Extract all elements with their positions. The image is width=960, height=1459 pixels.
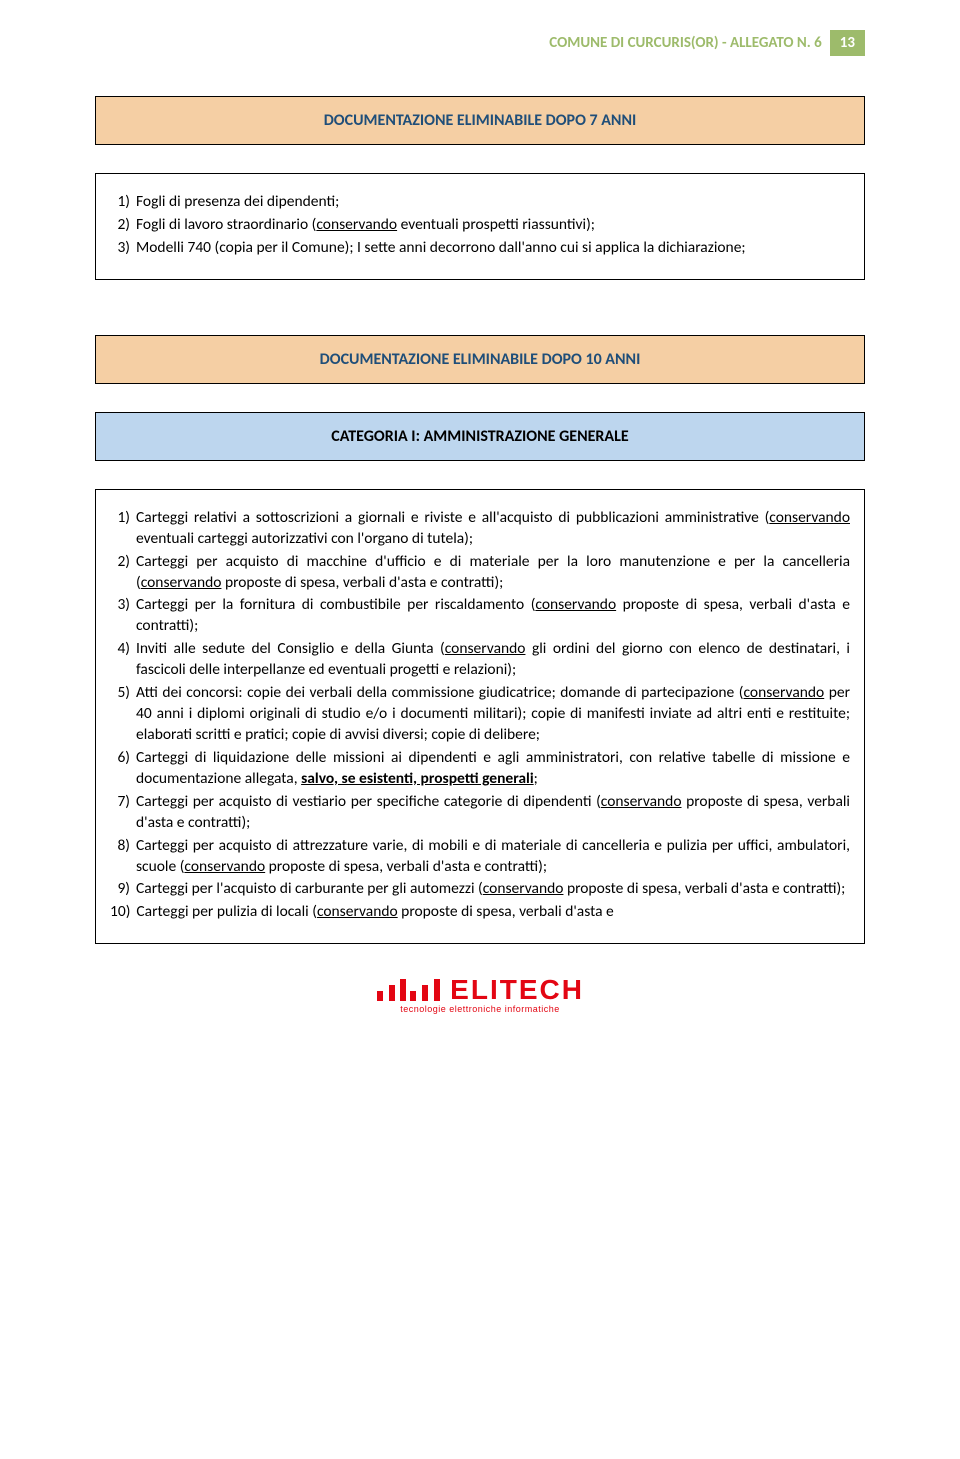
- list-item-text: Modelli 740 (copia per il Comune); I set…: [136, 238, 850, 259]
- list-item: 6)Carteggi di liquidazione delle mission…: [110, 748, 850, 790]
- list-item-text: Carteggi per la fornitura di combustibil…: [136, 595, 850, 637]
- section-10-title: DOCUMENTAZIONE ELIMINABILE DOPO 10 ANNI: [96, 336, 864, 383]
- list-item: 10)Carteggi per pulizia di locali (conse…: [110, 902, 850, 923]
- list-item: 2)Fogli di lavoro straordinario (conserv…: [110, 215, 850, 236]
- list-item-text: Fogli di lavoro straordinario (conservan…: [136, 215, 850, 236]
- list-item-number: 8): [110, 836, 136, 878]
- brand-name: ELITECH: [450, 974, 584, 1006]
- list-item: 5)Atti dei concorsi: copie dei verbali d…: [110, 683, 850, 746]
- list-item: 3)Modelli 740 (copia per il Comune); I s…: [110, 238, 850, 259]
- category-content: 1)Carteggi relativi a sottoscrizioni a g…: [95, 489, 865, 945]
- list-item: 3)Carteggi per la fornitura di combustib…: [110, 595, 850, 637]
- section-7-title: DOCUMENTAZIONE ELIMINABILE DOPO 7 ANNI: [96, 97, 864, 144]
- list-item-number: 3): [110, 238, 136, 259]
- list-item-text: Carteggi per acquisto di attrezzature va…: [136, 836, 850, 878]
- list-item-text: Carteggi per acquisto di macchine d'uffi…: [136, 552, 850, 594]
- list-item-text: Carteggi relativi a sottoscrizioni a gio…: [136, 508, 850, 550]
- list-item: 1)Carteggi relativi a sottoscrizioni a g…: [110, 508, 850, 550]
- list-item-text: Carteggi di liquidazione delle missioni …: [136, 748, 850, 790]
- page-header: COMUNE DI CURCURIS(OR) - ALLEGATO N. 6 1…: [95, 30, 865, 56]
- list-item-number: 2): [110, 215, 136, 236]
- list-item: 9)Carteggi per l'acquisto di carburante …: [110, 879, 850, 900]
- brand-logo: ELITECH tecnologie elettroniche informat…: [376, 974, 584, 1014]
- page-number-badge: 13: [830, 30, 865, 56]
- list-item: 7)Carteggi per acquisto di vestiario per…: [110, 792, 850, 834]
- list-item-number: 9): [110, 879, 136, 900]
- list-item: 8)Carteggi per acquisto di attrezzature …: [110, 836, 850, 878]
- category-title: CATEGORIA I: AMMINISTRAZIONE GENERALE: [96, 413, 864, 460]
- list-item-number: 2): [110, 552, 136, 594]
- list-item-text: Carteggi per pulizia di locali (conserva…: [136, 902, 850, 923]
- list-item-number: 7): [110, 792, 136, 834]
- list-item-number: 3): [110, 595, 136, 637]
- section-7-title-box: DOCUMENTAZIONE ELIMINABILE DOPO 7 ANNI: [95, 96, 865, 145]
- list-item: 1)Fogli di presenza dei dipendenti;: [110, 192, 850, 213]
- brand-logo-icon: [376, 979, 443, 1001]
- list-item-number: 1): [110, 192, 136, 213]
- list-item-text: Fogli di presenza dei dipendenti;: [136, 192, 850, 213]
- list-item-number: 1): [110, 508, 136, 550]
- category-title-box: CATEGORIA I: AMMINISTRAZIONE GENERALE: [95, 412, 865, 461]
- section-10-title-box: DOCUMENTAZIONE ELIMINABILE DOPO 10 ANNI: [95, 335, 865, 384]
- list-item-text: Inviti alle sedute del Consiglio e della…: [136, 639, 850, 681]
- list-item-text: Carteggi per l'acquisto di carburante pe…: [136, 879, 850, 900]
- list-item: 2)Carteggi per acquisto di macchine d'uf…: [110, 552, 850, 594]
- list-item: 4)Inviti alle sedute del Consiglio e del…: [110, 639, 850, 681]
- list-item-number: 4): [110, 639, 136, 681]
- list-item-number: 5): [110, 683, 136, 746]
- footer: ELITECH tecnologie elettroniche informat…: [95, 974, 865, 1017]
- list-item-number: 10): [110, 902, 136, 923]
- section-7-content: 1)Fogli di presenza dei dipendenti;2)Fog…: [95, 173, 865, 280]
- list-item-text: Carteggi per acquisto di vestiario per s…: [136, 792, 850, 834]
- list-item-number: 6): [110, 748, 136, 790]
- header-title: COMUNE DI CURCURIS(OR) - ALLEGATO N. 6: [549, 30, 830, 56]
- list-item-text: Atti dei concorsi: copie dei verbali del…: [136, 683, 850, 746]
- brand-tagline: tecnologie elettroniche informatiche: [376, 1004, 584, 1014]
